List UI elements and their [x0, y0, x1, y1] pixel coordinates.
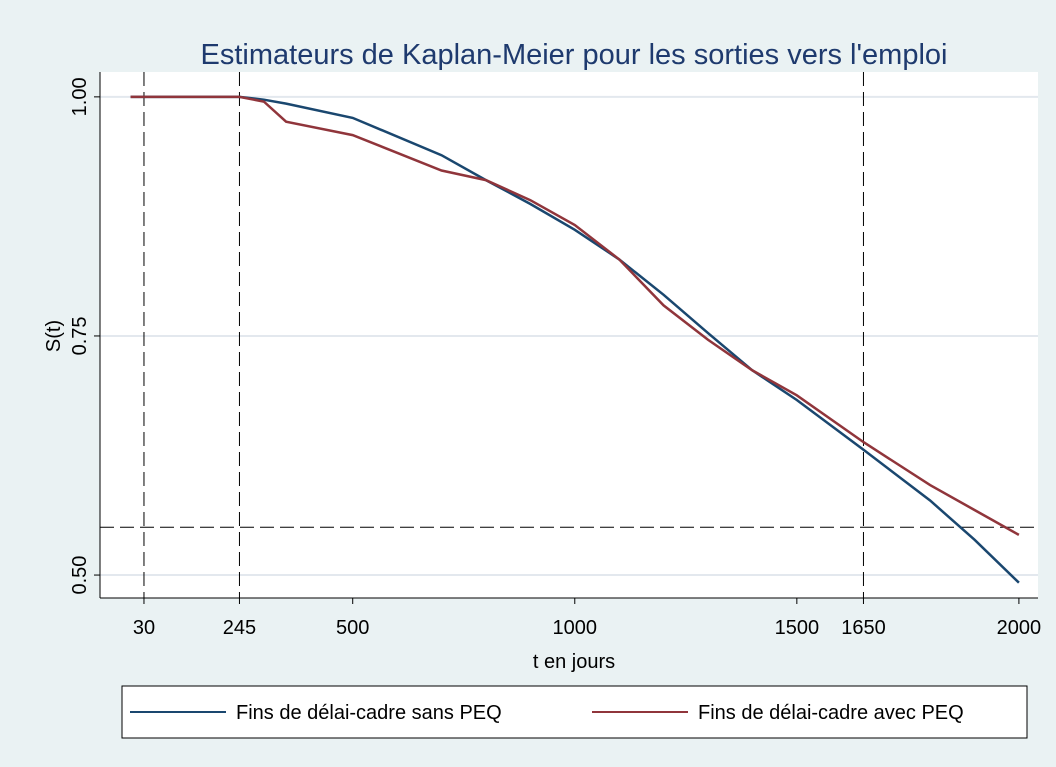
x-tick-label: 500 — [336, 617, 369, 639]
x-tick-label: 30 — [133, 617, 155, 639]
x-tick-label: 1500 — [775, 617, 820, 639]
series-line — [130, 95, 1020, 536]
y-tick-label: 0.50 — [69, 556, 91, 595]
y-axis-label: S(t) — [43, 320, 65, 352]
chart-title: Estimateurs de Kaplan-Meier pour les sor… — [201, 39, 948, 71]
y-tick-label: 0.75 — [69, 316, 91, 355]
legend-label: Fins de délai-cadre sans PEQ — [236, 702, 502, 724]
legend — [121, 685, 1028, 739]
x-axis-label: t en jours — [533, 651, 615, 673]
legend-entries: Fins de délai-cadre sans PEQ Fins de déla… — [130, 702, 964, 724]
x-tick-label: 1000 — [553, 617, 598, 639]
legend-label: Fins de délai-cadre avec PEQ — [698, 702, 964, 724]
x-tick-label: 2000 — [997, 617, 1042, 639]
marks — [130, 95, 1020, 584]
y-tick-label: 1.00 — [69, 77, 91, 116]
x-tick-label: 245 — [223, 617, 256, 639]
series-line — [130, 95, 1020, 584]
grid: 1.00 0.75 0.50 30 245 500 1000 1500 1650 2000 — [69, 72, 1041, 639]
x-tick-label: 1650 — [841, 617, 886, 639]
